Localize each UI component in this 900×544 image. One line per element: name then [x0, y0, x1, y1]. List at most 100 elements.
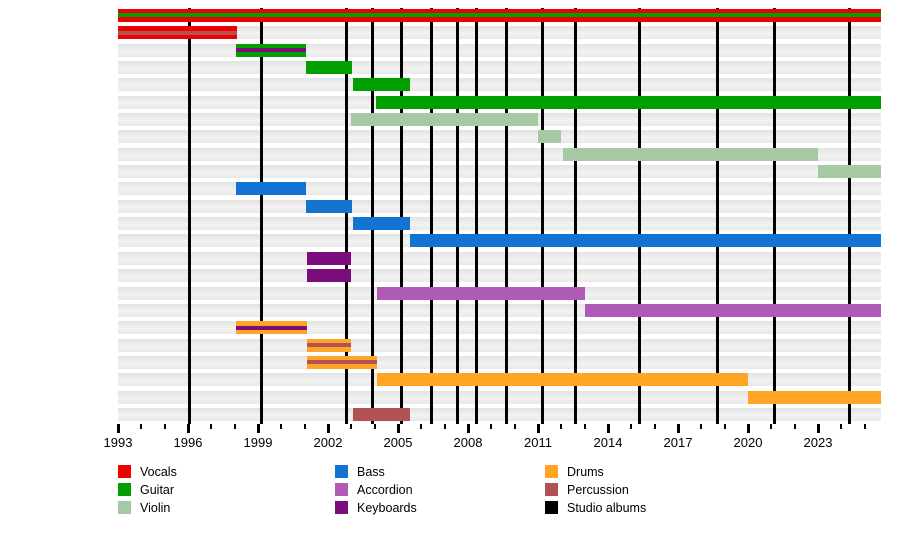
studio-album-line — [638, 8, 641, 424]
minor-tick — [420, 424, 423, 429]
member-bar-guitar — [352, 78, 410, 92]
minor-tick — [233, 424, 236, 429]
legend-label: Drums — [567, 465, 604, 479]
legend-label: Keyboards — [357, 501, 417, 515]
timeline-plot-area — [118, 8, 881, 424]
legend-label: Guitar — [140, 483, 175, 497]
major-tick — [186, 424, 190, 433]
minor-tick — [560, 424, 563, 429]
minor-tick — [210, 424, 213, 429]
legend-swatch-violin — [118, 501, 131, 514]
studio-album-line — [187, 8, 191, 424]
minor-tick — [373, 424, 376, 429]
year-tick-label: 2011 — [524, 435, 552, 450]
member-bar-drums — [235, 321, 307, 335]
year-tick-label: 1999 — [243, 435, 273, 450]
row-band — [118, 217, 881, 231]
member-bar-accordion — [377, 286, 585, 300]
year-tick-label: 2008 — [453, 435, 483, 450]
major-tick — [116, 424, 120, 433]
legend-swatch-bass — [335, 465, 348, 478]
bar-stripe-percussion — [307, 343, 352, 348]
member-bar-guitar — [305, 60, 353, 74]
year-tick-label: 1993 — [103, 435, 133, 450]
legend-label: Violin — [140, 501, 171, 515]
studio-album-line — [848, 8, 851, 424]
studio-album-line — [430, 8, 434, 424]
member-bar-violin — [562, 147, 818, 161]
year-tick-label: 2014 — [593, 435, 623, 450]
minor-tick — [140, 424, 143, 429]
studio-album-line — [716, 8, 720, 424]
row-band — [118, 26, 881, 40]
row-band — [118, 182, 881, 196]
member-bar-keyboards — [307, 251, 352, 265]
major-tick — [536, 424, 540, 433]
legend-swatch-studio_albums — [545, 501, 558, 514]
row-band — [118, 390, 881, 404]
member-bar-guitar — [375, 95, 881, 109]
studio-album-line — [541, 8, 545, 424]
year-tick-label: 2002 — [313, 435, 343, 450]
studio-album-line — [456, 8, 459, 424]
minor-tick — [700, 424, 703, 429]
row-band — [118, 269, 881, 283]
major-tick — [326, 424, 330, 433]
member-bar-drums — [307, 338, 352, 352]
row-band — [118, 251, 881, 265]
row-band — [118, 338, 881, 352]
legend-swatch-drums — [545, 465, 558, 478]
legend-swatch-accordion — [335, 483, 348, 496]
member-bar-bass — [352, 217, 410, 231]
row-band — [118, 199, 881, 213]
row-band — [118, 43, 881, 57]
minor-tick — [303, 424, 306, 429]
legend-swatch-guitar — [118, 483, 131, 496]
year-tick-label: 2023 — [803, 435, 833, 450]
studio-album-line — [505, 8, 508, 424]
year-tick-label: 2017 — [663, 435, 693, 450]
bar-stripe-percussion — [307, 360, 377, 365]
row-band — [118, 60, 881, 74]
studio-album-line — [260, 8, 263, 424]
major-tick — [746, 424, 750, 433]
major-tick — [816, 424, 820, 433]
minor-tick — [490, 424, 493, 429]
member-bar-vocals — [118, 26, 237, 40]
member-bar-drums — [748, 390, 881, 404]
studio-album-line — [370, 8, 374, 424]
major-tick — [676, 424, 680, 433]
legend-label: Bass — [357, 465, 385, 479]
minor-tick — [863, 424, 866, 429]
minor-tick — [723, 424, 726, 429]
studio-album-line — [773, 8, 777, 424]
legend-label: Percussion — [567, 483, 629, 497]
row-band — [118, 407, 881, 421]
legend-swatch-vocals — [118, 465, 131, 478]
legend-swatch-keyboards — [335, 501, 348, 514]
member-bar-bass — [305, 199, 353, 213]
studio-album-line — [573, 8, 577, 424]
member-bar-keyboards — [307, 269, 352, 283]
member-bar-violin — [538, 130, 562, 144]
row-band — [118, 78, 881, 92]
minor-tick — [653, 424, 656, 429]
member-bar-vocals — [118, 8, 881, 22]
row-band — [118, 165, 881, 179]
member-bar-accordion — [584, 303, 881, 317]
member-bar-violin — [351, 113, 538, 126]
member-bar-bass — [409, 234, 881, 248]
bar-stripe-guitar — [118, 13, 881, 18]
member-bar-bass — [235, 182, 306, 196]
major-tick — [606, 424, 610, 433]
legend-label: Vocals — [140, 465, 177, 479]
minor-tick — [793, 424, 796, 429]
legend-swatch-percussion — [545, 483, 558, 496]
studio-album-line — [474, 8, 478, 424]
legend-label: Studio albums — [567, 501, 647, 515]
minor-tick — [513, 424, 516, 429]
studio-album-line — [400, 8, 403, 424]
minor-tick — [840, 424, 843, 429]
minor-tick — [583, 424, 586, 429]
